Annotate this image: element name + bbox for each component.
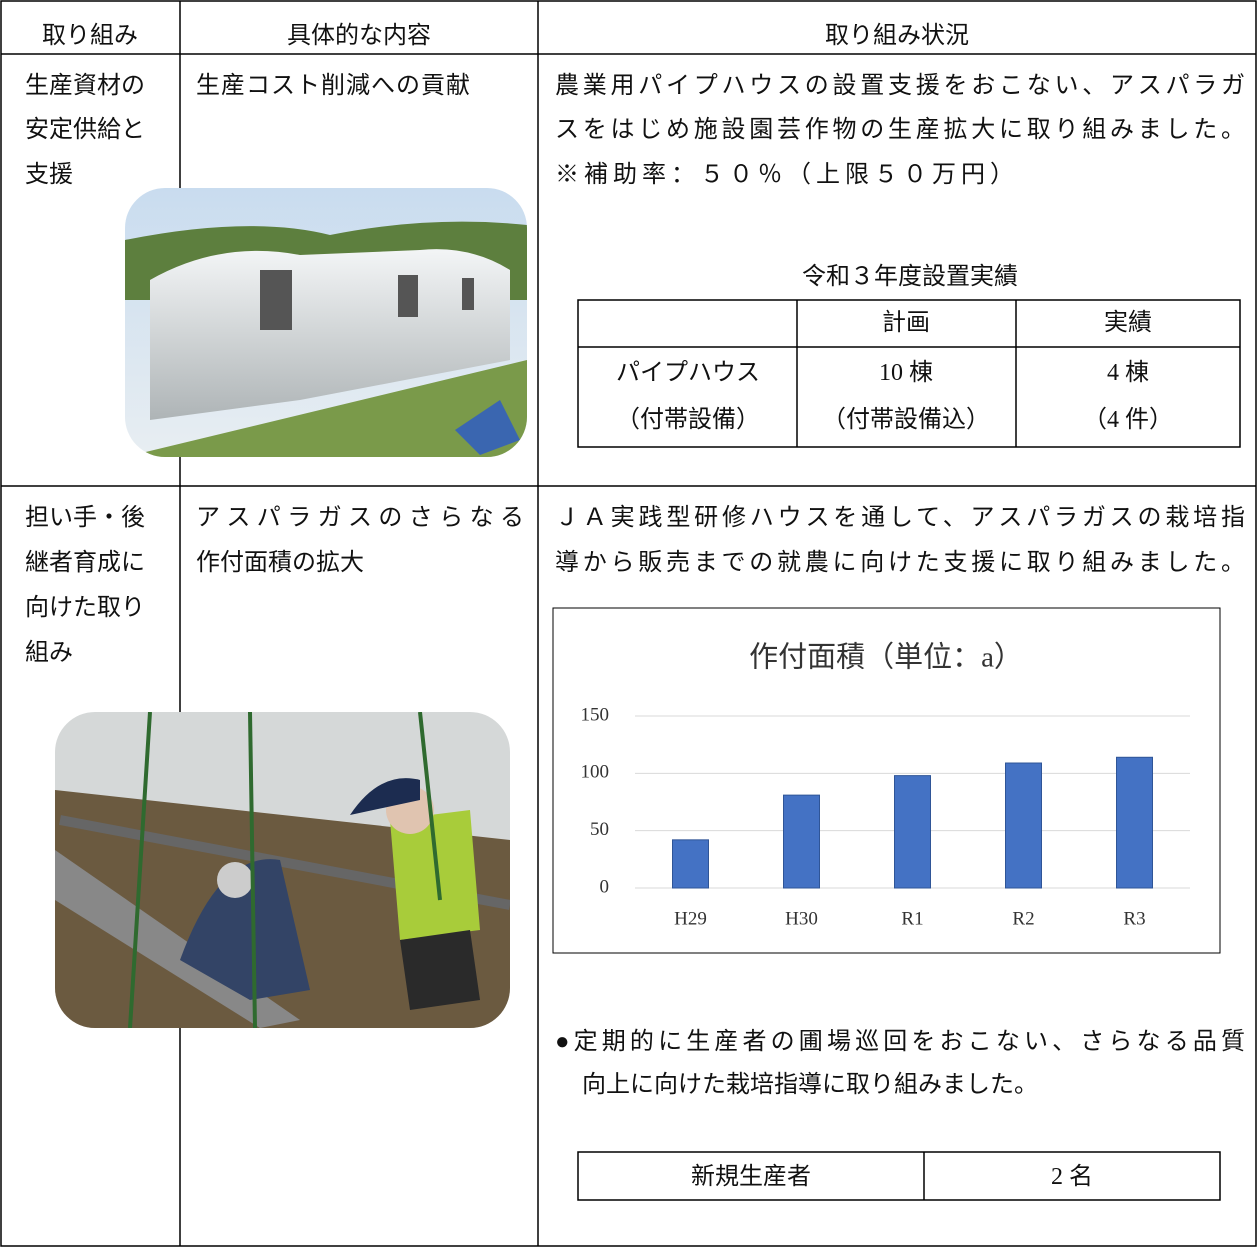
cell-text: 組み [25,640,73,666]
cell-text: 支援 [25,162,73,188]
status-text: 農業用パイプハウスの設置支援をおこない、アスパラガ [555,73,1245,99]
status-text: 導から販売までの就農に向けた支援に取り組みました。 [555,550,1245,576]
cell-text: 生産コスト削減への貢献 [196,73,471,99]
y-tick-label: 50 [590,819,609,840]
results-cell: （付帯設備込） [822,407,990,433]
results-cell: （4 件） [1083,407,1173,433]
summary-cell: 新規生産者 [691,1164,811,1190]
bar [1116,756,1153,889]
header: 具体的な内容 [287,23,431,49]
status-text: ＪＡ実践型研修ハウスを通して、アスパラガスの栽培指 [555,505,1245,531]
results-cell: 4 棟 [1107,360,1149,386]
cell-text: 作付面積の拡大 [196,550,364,576]
status-text: スをはじめ施設園芸作物の生産拡大に取り組みました。 [555,117,1245,143]
cell-text: 安定供給と [25,117,145,143]
cell-text: 継者育成に [25,550,145,576]
bullet-text: 向上に向けた栽培指導に取り組みました。 [582,1072,1038,1098]
bar [894,775,931,889]
bar [783,794,820,889]
cell-text: 生産資材の [25,73,145,99]
results-cell: （付帯設備） [616,407,760,433]
summary-cell: 2 名 [1051,1164,1093,1190]
results-cell: 10 棟 [879,360,933,386]
cell-text: アスパラガスのさらなる [196,505,524,531]
chart: 作付面積（単位：a） 0 50 100 150 H29 H30 R1 R2 R3 [581,641,1190,929]
header: 取り組み状況 [825,23,969,49]
bullet-text: ●定期的に生産者の圃場巡回をおこない、さらなる品質 [555,1029,1245,1055]
photo-greenhouse [125,188,527,457]
bar [1005,762,1042,889]
header: 取り組み [42,23,138,49]
photo-training [55,712,510,1028]
y-tick-label: 150 [581,704,610,725]
x-tick-label: R2 [1012,908,1034,929]
x-tick-label: H29 [674,908,707,929]
cell-text: 担い手・後 [25,505,145,531]
cell-text: 向けた取り [25,595,145,621]
x-tick-label: R1 [901,908,923,929]
chart-title: 作付面積（単位：a） [749,641,1023,674]
bar [672,839,709,889]
status-text: ※補助率：５０％（上限５０万円） [555,162,1019,188]
x-tick-label: R3 [1123,908,1145,929]
results-header: 計画 [882,310,930,336]
results-header: 実績 [1104,310,1152,336]
y-tick-label: 0 [600,876,610,897]
x-tick-label: H30 [785,908,818,929]
y-tick-label: 100 [581,762,610,783]
results-cell: パイプハウス [616,360,760,386]
results-title: 令和３年度設置実績 [802,264,1018,290]
